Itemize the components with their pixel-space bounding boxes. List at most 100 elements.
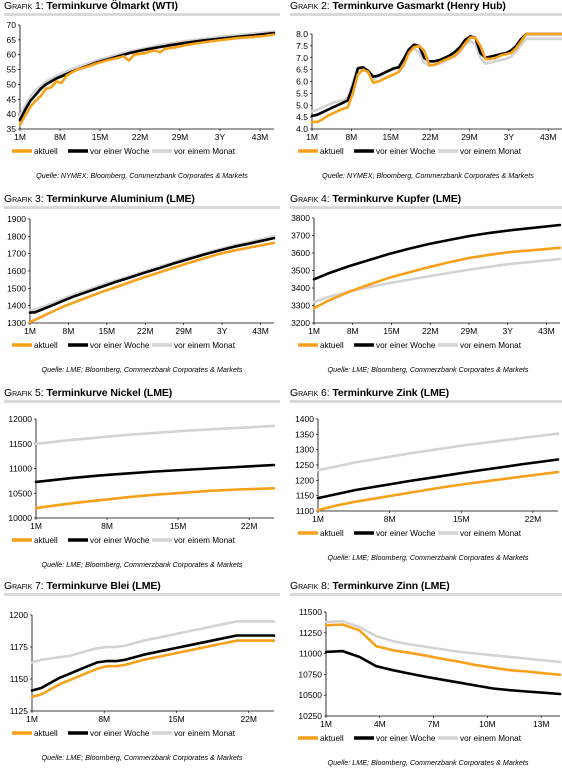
x-tick-label: 22M	[525, 514, 542, 524]
y-tick-label: 4.0	[296, 124, 308, 134]
legend-item-vor-einem-monat: vor einem Monat	[152, 729, 236, 738]
x-tick-label: 43M	[252, 132, 269, 142]
legend-item-aktuell: aktuell	[298, 341, 344, 350]
legend-label: aktuell	[320, 734, 344, 743]
chart-number: Grafik 7:	[4, 580, 44, 592]
legend-item-vor-einer-woche: vor einer Woche	[68, 536, 150, 545]
chart-number: Grafik 2:	[290, 0, 330, 12]
y-tick-label: 8.0	[296, 29, 308, 39]
series-line-aktuell	[324, 623, 562, 677]
x-tick-label: 29M	[172, 132, 189, 142]
legend-item-vor-einer-woche: vor einer Woche	[354, 734, 436, 743]
y-tick-label: 55	[7, 65, 17, 75]
series-line-vor-einer-woche	[34, 463, 276, 484]
chart-title: Grafik 4: Terminkurve Kupfer (LME)	[290, 193, 461, 205]
x-tick-label: 8M	[54, 132, 66, 142]
chart-title: Grafik 3: Terminkurve Aluminium (LME)	[4, 193, 195, 205]
legend-label: vor einer Woche	[376, 341, 436, 350]
chart-plot: 1125 1150 1175 1200 1M 8M 15M 22M aktuell vor ein…	[9, 610, 276, 738]
x-tick-label: 22M	[422, 326, 439, 336]
series-line-aktuell	[312, 246, 562, 310]
y-tick-label: 3500	[291, 266, 310, 276]
chart-plot: 1300 1400 1500 1600 1700 1800 1900 1M 8M 15M 22M 29…	[7, 214, 276, 350]
y-tick-label: 11500	[299, 607, 322, 617]
chart-title: Grafik 5: Terminkurve Nickel (LME)	[4, 387, 172, 399]
y-tick-label: 1100	[296, 506, 315, 516]
series-line-vor-einer-woche	[28, 236, 276, 314]
legend-item-aktuell: aktuell	[12, 147, 58, 156]
chart-number: Grafik 1:	[4, 0, 44, 12]
series-line-vor-einem-monat	[324, 619, 562, 664]
legend-item-vor-einer-woche: vor einer Woche	[354, 529, 436, 538]
y-tick-label: 11000	[9, 464, 32, 474]
legend-item-vor-einem-monat: vor einem Monat	[438, 734, 522, 743]
legend-label: vor einem Monat	[174, 341, 236, 350]
y-tick-label: 1150	[10, 674, 29, 684]
title-rule	[290, 400, 562, 403]
x-tick-label: 8M	[101, 521, 113, 531]
legend-item-vor-einer-woche: vor einer Woche	[354, 341, 436, 350]
legend-item-aktuell: aktuell	[298, 734, 344, 743]
y-tick-label: 3700	[291, 231, 310, 241]
chart-title: Grafik 8: Terminkurve Zinn (LME)	[290, 580, 450, 592]
y-tick-label: 11500	[9, 439, 32, 449]
y-tick-label: 3200	[291, 318, 310, 328]
y-tick-label: 4.5	[296, 112, 308, 122]
x-tick-label: 15M	[170, 521, 187, 531]
y-tick-label: 5.0	[296, 100, 308, 110]
y-tick-label: 1300	[7, 318, 26, 328]
chart-name: Terminkurve Ölmarkt (WTI)	[46, 0, 178, 12]
legend-item-aktuell: aktuell	[298, 147, 344, 156]
x-tick-label: 3Y	[502, 326, 513, 336]
y-tick-label: 45	[7, 94, 17, 104]
y-tick-label: 11250	[299, 628, 322, 638]
chart-panel-4: Grafik 4: Terminkurve Kupfer (LME) 3200 33…	[290, 193, 562, 383]
y-tick-label: 1500	[7, 283, 26, 293]
title-rule	[4, 206, 280, 209]
y-tick-label: 1175	[10, 642, 29, 652]
chart-panel-5: Grafik 5: Terminkurve Nickel (LME) 10000 1…	[4, 387, 280, 577]
chart-plot: 10250 10500 10750 11000 11250 11500 1M 4M 7M 10M 1…	[298, 607, 562, 743]
chart-source: Quelle: LME; Bloomberg, Commerzbank Corp…	[41, 365, 243, 374]
legend-label: vor einer Woche	[90, 341, 150, 350]
y-tick-label: 6.0	[296, 77, 308, 87]
x-tick-label: 1M	[30, 521, 42, 531]
y-tick-label: 10500	[8, 488, 32, 498]
legend-label: vor einer Woche	[90, 729, 150, 738]
y-tick-label: 7.5	[296, 41, 308, 51]
legend-label: vor einer Woche	[376, 529, 436, 538]
legend-label: vor einem Monat	[460, 734, 522, 743]
x-tick-label: 15M	[382, 132, 399, 142]
chart-panel-6: Grafik 6: Terminkurve Zink (LME) 1100 1150…	[290, 387, 562, 577]
chart-panel-3: Grafik 3: Terminkurve Aluminium (LME) 130…	[4, 193, 280, 383]
series-line-vor-einem-monat	[34, 424, 276, 446]
x-tick-label: 8M	[98, 714, 110, 724]
series-line-vor-einer-woche	[310, 32, 562, 118]
chart-number: Grafik 5:	[4, 387, 44, 399]
x-tick-label: 43M	[252, 326, 269, 336]
chart-number: Grafik 6:	[290, 387, 330, 399]
chart-name: Terminkurve Kupfer (LME)	[332, 193, 462, 205]
legend-item-aktuell: aktuell	[12, 341, 58, 350]
chart-panel-8: Grafik 8: Terminkurve Zinn (LME) 10250 105…	[290, 580, 562, 770]
title-rule	[290, 13, 562, 16]
chart-plot: 4.0 4.5 5.0 5.56.0 6.5 7.0 7.5 8.0 1M 8M 15M 22M 29M…	[296, 29, 562, 156]
y-tick-label: 1300	[295, 445, 314, 455]
chart-source: Quelle: LME; Bloomberg, Commerzbank Corp…	[327, 553, 529, 562]
chart-name: Terminkurve Zinn (LME)	[332, 580, 450, 592]
y-tick-label: 3400	[291, 283, 310, 293]
legend-label: aktuell	[34, 147, 58, 156]
x-tick-label: 1M	[312, 514, 324, 524]
series-line-aktuell	[310, 32, 562, 124]
chart-number: Grafik 4:	[290, 193, 330, 205]
series-line-vor-einem-monat	[30, 620, 276, 664]
chart-name: Terminkurve Gasmarkt (Henry Hub)	[332, 0, 506, 12]
legend-label: aktuell	[34, 536, 58, 545]
chart-name: Terminkurve Zink (LME)	[332, 387, 450, 399]
y-tick-label: 1250	[295, 460, 314, 470]
chart-panel-1: Grafik 1: Terminkurve Ölmarkt (WTI) 35 40 4…	[4, 0, 280, 190]
y-tick-label: 3600	[291, 248, 310, 258]
y-tick-label: 12000	[8, 414, 32, 424]
title-rule	[290, 593, 562, 596]
legend-item-vor-einer-woche: vor einer Woche	[68, 341, 150, 350]
